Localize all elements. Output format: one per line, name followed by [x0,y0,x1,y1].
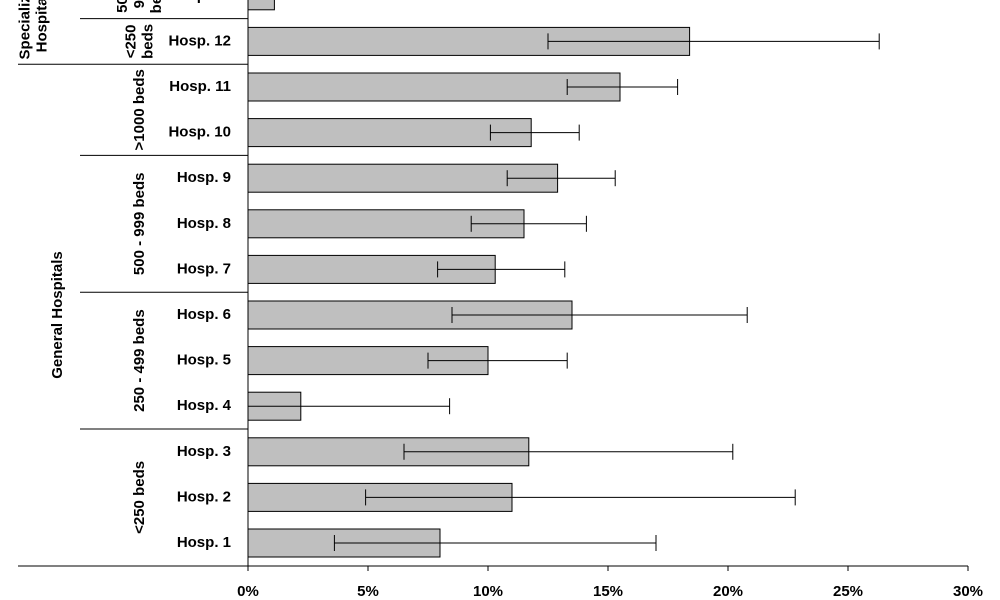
subgroup-label: >1000 beds [131,69,148,150]
y-tick-label: Hosp. 9 [177,169,231,186]
error-bar [365,489,796,506]
subgroup-label: <250 beds [131,461,148,534]
bar [247,163,559,193]
y-tick-label: Hosp. 11 [169,78,231,95]
y-tick-label: Hosp. 10 [168,124,231,141]
subgroup-label: 250 - 499 beds [131,309,148,412]
error-bar [427,352,568,369]
y-tick-label: Hosp. 6 [177,306,231,323]
error-bar [247,398,451,415]
error-bar [333,535,657,551]
x-tick-label: 25% [833,583,863,600]
error-bar [470,215,587,232]
y-tick-label: Hosp. 3 [177,443,231,460]
x-tick-label: 20% [713,583,743,600]
subgroup-label: <250 [122,25,139,59]
y-tick-label: Hosp. 7 [177,260,231,277]
y-tick-label: Hosp. 1 [177,534,231,551]
y-tick-label: Hosp. 12 [168,32,231,49]
x-tick-label: 15% [593,583,623,600]
error-bar [566,79,679,95]
subgroup-label: 500 - 999 beds [131,173,148,276]
bar [247,72,621,102]
error-bar [506,170,616,187]
group-label: General Hospitals [49,251,66,379]
bar [247,0,275,11]
subgroup-label: 500 - [114,0,131,13]
error-bar [403,443,734,460]
subgroup-label: 999 [131,0,148,8]
error-bar [451,307,748,323]
subgroup-label: beds [148,0,165,13]
y-tick-label: Hosp. 2 [177,488,231,505]
bar [247,118,532,148]
x-tick-label: 0% [237,583,259,600]
subgroup-label: beds [139,24,156,59]
error-bar [547,33,880,50]
error-bar [437,261,566,278]
x-tick-label: 5% [357,583,379,600]
group-label: Hospitals [33,0,50,52]
y-tick-label: Hosp. 8 [177,215,231,232]
group-label: Specialized [16,0,33,59]
y-tick-label: Hosp. 5 [177,352,231,369]
x-tick-label: 30% [953,583,983,600]
x-tick-label: 10% [473,583,503,600]
y-tick-label: Hosp. 4 [177,397,232,414]
y-tick-label: Hosp. 13 [168,0,231,4]
error-bar [489,124,580,141]
